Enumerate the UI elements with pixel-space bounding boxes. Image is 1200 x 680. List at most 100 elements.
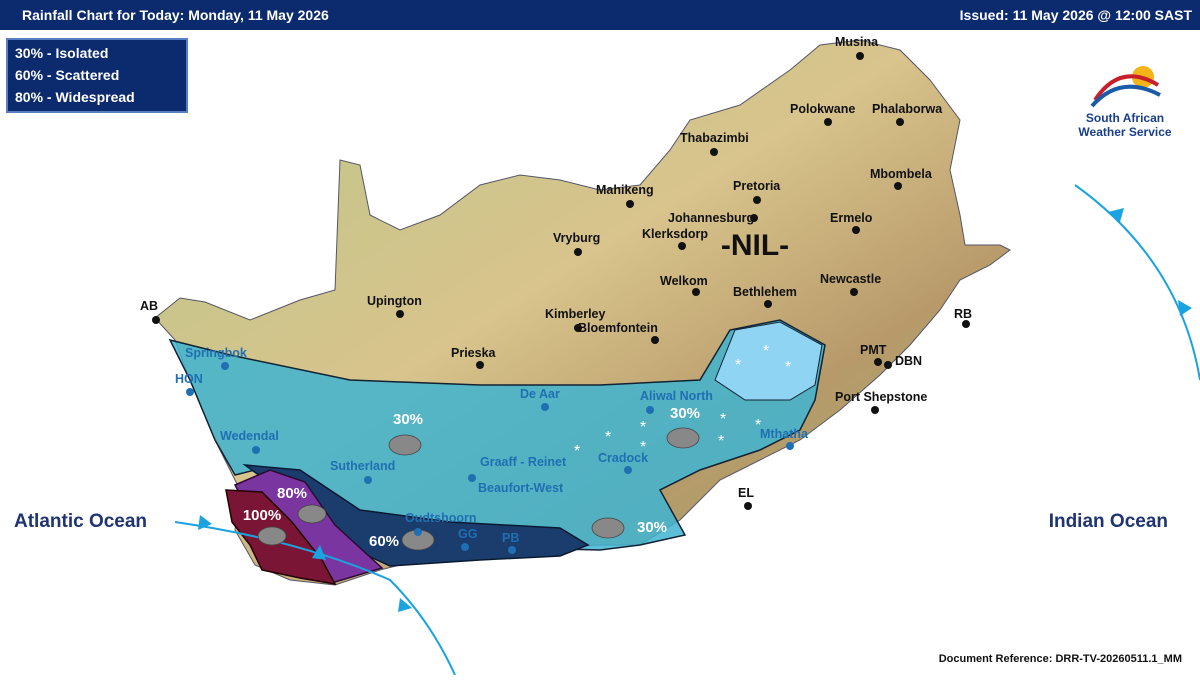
city-dot: [896, 118, 904, 126]
city-label: EL: [738, 486, 754, 500]
city-label: RB: [954, 307, 972, 321]
zone-label: 30%: [393, 411, 423, 428]
front-marker: [1108, 208, 1192, 316]
town-dot: [508, 546, 516, 554]
rain-icon: [257, 526, 287, 546]
city-dot: [856, 52, 864, 60]
city-dot: [678, 242, 686, 250]
town-dot: [414, 528, 422, 536]
town-dot: [786, 442, 794, 450]
city-dot: [824, 118, 832, 126]
city-dot: [626, 200, 634, 208]
town-label: Mthatha: [760, 427, 809, 441]
city-dot: [753, 196, 761, 204]
town-label: De Aar: [520, 387, 560, 401]
city-label: Bloemfontein: [578, 321, 658, 335]
city-dot: [850, 288, 858, 296]
city-label: Musina: [835, 35, 879, 49]
city-label: Vryburg: [553, 231, 600, 245]
town-dot: [541, 403, 549, 411]
legend-item: 80% - Widespread: [15, 89, 135, 105]
snow-zone: [714, 321, 823, 401]
town-dot: [186, 388, 194, 396]
header-bar: [0, 0, 1200, 30]
city-dot: [744, 502, 752, 510]
town-label: Cradock: [598, 451, 648, 465]
city-label: Bethlehem: [733, 285, 797, 299]
town-dot: [461, 543, 469, 551]
zone-label: 80%: [277, 485, 307, 502]
snow-symbol: *: [785, 359, 791, 376]
city-dot: [152, 316, 160, 324]
zone-label: 30%: [637, 519, 667, 536]
city-label: Prieska: [451, 346, 497, 360]
header-title: Rainfall Chart for Today: Monday, 11 May…: [22, 7, 329, 23]
snow-symbol: *: [755, 417, 761, 434]
city-dot: [852, 226, 860, 234]
cold-front: [174, 521, 456, 676]
city-label: Johannesburg: [668, 211, 754, 225]
city-label: Mbombela: [870, 167, 933, 181]
town-label: Sutherland: [330, 459, 395, 473]
town-label: Graaff - Reinet: [480, 455, 567, 469]
city-label: AB: [140, 299, 158, 313]
snow-symbol: *: [718, 433, 724, 450]
city-dot: [884, 361, 892, 369]
rain-icon: [388, 434, 422, 456]
zone-label-nil: -NIL-: [721, 229, 789, 262]
city-label: Klerksdorp: [642, 227, 708, 241]
town-label: PB: [502, 531, 519, 545]
zone-label: 30%: [670, 405, 700, 422]
town-label: Oudtshoorn: [405, 511, 477, 525]
town-dot: [252, 446, 260, 454]
city-label: Phalaborwa: [872, 102, 943, 116]
rain-icon: [666, 427, 700, 449]
city-label: Kimberley: [545, 307, 605, 321]
weather-icons: [257, 427, 700, 551]
issued-time: Issued: 11 May 2026 @ 12:00 SAST: [960, 7, 1193, 23]
rain-icon: [297, 504, 327, 524]
cold-front: [1074, 184, 1200, 381]
town-label: Springbok: [185, 346, 247, 360]
zone-label: 60%: [369, 533, 399, 550]
snow-symbols: * * * * * * * * * *: [574, 343, 791, 460]
town-label: Aliwal North: [640, 389, 713, 403]
city-label: Ermelo: [830, 211, 873, 225]
city-label: Thabazimbi: [680, 131, 749, 145]
snow-symbol: *: [720, 411, 726, 428]
city-dot: [692, 288, 700, 296]
city-label: Newcastle: [820, 272, 881, 286]
city-dot: [396, 310, 404, 318]
city-label: Port Shepstone: [835, 390, 927, 404]
logo-swoosh: [1093, 74, 1160, 102]
snow-symbol: *: [640, 439, 646, 456]
city-dot: [874, 358, 882, 366]
city-dot: [871, 406, 879, 414]
city-label: Mahikeng: [596, 183, 654, 197]
ocean-label: Indian Ocean: [1049, 511, 1168, 532]
town-dot: [646, 406, 654, 414]
city-dot: [710, 148, 718, 156]
snow-symbol: *: [574, 443, 580, 460]
snow-symbol: *: [735, 357, 741, 374]
city-label: Welkom: [660, 274, 708, 288]
snow-symbol: *: [605, 429, 611, 446]
town-label: Wedendal: [220, 429, 279, 443]
city-dot: [764, 300, 772, 308]
town-dot: [624, 466, 632, 474]
city-labels: Musina Polokwane Phalaborwa Thabazimbi Mahik…: [140, 35, 972, 554]
city-dot: [476, 361, 484, 369]
city-label: Upington: [367, 294, 422, 308]
logo-text: Weather Service: [1078, 125, 1171, 139]
snow-symbol: *: [763, 343, 769, 360]
city-label: DBN: [895, 354, 922, 368]
legend-item: 60% - Scattered: [15, 67, 119, 83]
zone-label: 100%: [243, 507, 281, 524]
snow-symbol: *: [640, 419, 646, 436]
city-dot: [651, 336, 659, 344]
legend-item: 30% - Isolated: [15, 45, 108, 61]
city-label: Polokwane: [790, 102, 855, 116]
city-dot: [750, 214, 758, 222]
town-label: GG: [458, 527, 477, 541]
city-label: PMT: [860, 343, 887, 357]
